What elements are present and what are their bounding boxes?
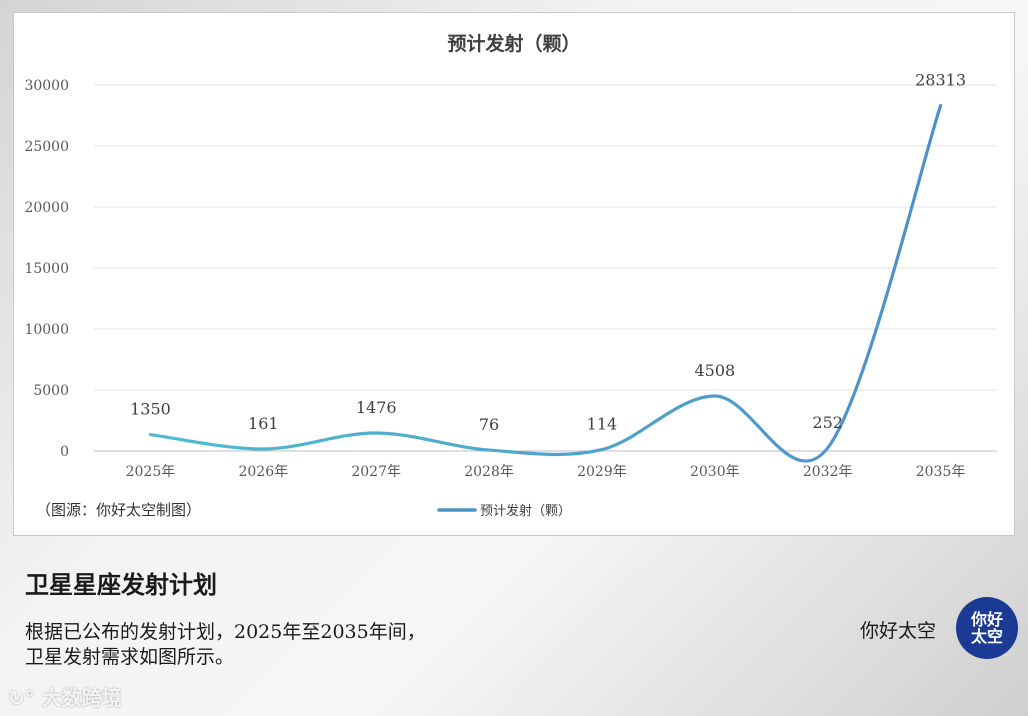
x-tick-label: 2027年 (351, 464, 401, 480)
brand-name: 你好太空 (860, 620, 937, 642)
y-tick-label: 0 (60, 444, 69, 460)
watermark-text: 大数跨境 (41, 686, 122, 710)
y-tick-label: 5000 (33, 383, 69, 399)
y-tick-label: 20000 (24, 200, 69, 216)
chart-source-note: （图源：你好太空制图） (36, 501, 202, 519)
data-label: 252 (812, 413, 843, 432)
data-label: 28313 (915, 71, 966, 90)
x-tick-label: 2025年 (126, 464, 176, 480)
line-chart: 预计发射（颗） 0 5000 10000 15000 20000 25000 30000 2… (24, 32, 997, 519)
y-tick-label: 10000 (24, 322, 69, 338)
y-tick-label: 30000 (24, 78, 69, 94)
x-tick-label: 2026年 (238, 464, 288, 480)
x-tick-label: 2029年 (577, 464, 627, 480)
y-tick-label: 15000 (24, 261, 69, 277)
x-tick-label: 2028年 (464, 464, 514, 480)
x-tick-label: 2035年 (916, 464, 966, 480)
article-headline: 卫星星座发射计划 (25, 570, 217, 599)
x-tick-label: 2030年 (690, 464, 740, 480)
data-label: 4508 (694, 361, 735, 380)
chart-title: 预计发射（颗） (447, 32, 580, 55)
watermark: ↻° 大数跨境 (8, 682, 122, 711)
x-tick-label: 2032年 (803, 464, 853, 480)
legend-label: 预计发射（颗） (480, 503, 571, 519)
description-line-1: 根据已公布的发射计划，2025年至2035年间， (25, 621, 426, 643)
data-label: 1476 (356, 398, 397, 417)
chart-card: 预计发射（颗） 0 5000 10000 15000 20000 25000 30000 2… (13, 12, 1015, 536)
brand-logo: 你好 太空 (956, 597, 1018, 659)
data-label: 161 (248, 414, 279, 433)
watermark-logo-icon: ↻° (8, 686, 35, 710)
brand-logo-text-2: 太空 (970, 627, 1003, 646)
data-label: 114 (587, 415, 618, 434)
y-tick-label: 25000 (24, 139, 69, 155)
series-line (148, 103, 943, 463)
data-label: 76 (479, 415, 499, 434)
description-line-2: 卫星发射需求如图所示。 (25, 646, 235, 668)
brand-logo-text-1: 你好 (970, 610, 1003, 629)
article-description: 根据已公布的发射计划，2025年至2035年间， 卫星发射需求如图所示。 (25, 620, 585, 670)
data-label: 1350 (130, 400, 171, 419)
